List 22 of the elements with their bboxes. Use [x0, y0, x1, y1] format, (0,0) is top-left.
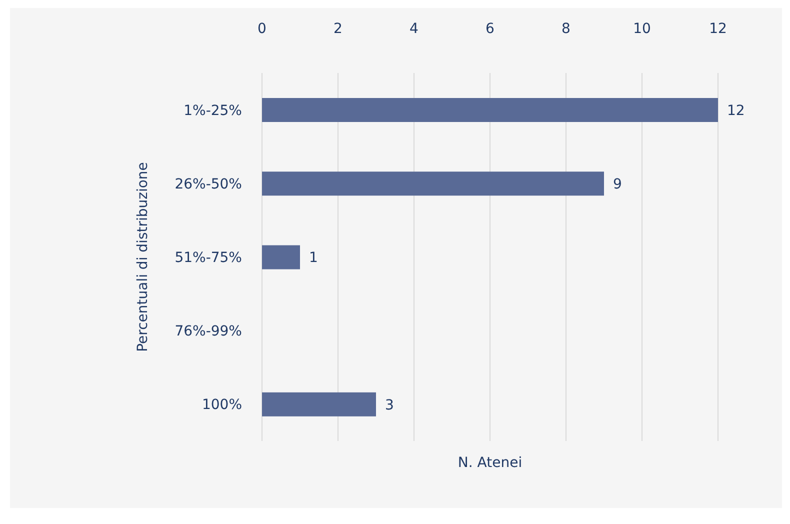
bar: [262, 245, 300, 270]
x-tick-label: 12: [709, 21, 727, 37]
x-tick-label: 4: [410, 21, 419, 37]
y-tick-label: 100%: [202, 397, 242, 414]
y-tick-label: 1%-25%: [184, 102, 242, 119]
x-tick-label: 10: [633, 21, 651, 37]
x-tick-label: 2: [334, 21, 342, 37]
x-tick-label: 8: [562, 21, 570, 37]
bar: [262, 392, 376, 416]
data-label: 12: [727, 102, 745, 119]
y-tick-label: 51%-75%: [174, 250, 242, 266]
x-axis-title: N. Atenei: [456, 455, 524, 471]
y-tick-label: 76%-99%: [174, 324, 242, 340]
y-axis-title: Percentuali di distribuzione: [134, 162, 151, 352]
x-tick-label: 6: [486, 21, 495, 37]
data-label: 1: [309, 250, 318, 266]
y-tick-label: 26%-50%: [174, 176, 242, 192]
data-label: 9: [613, 176, 622, 193]
bar: [262, 172, 604, 196]
data-label: 3: [385, 397, 394, 414]
x-tick-label: 0: [258, 21, 266, 37]
bar: [262, 98, 718, 122]
